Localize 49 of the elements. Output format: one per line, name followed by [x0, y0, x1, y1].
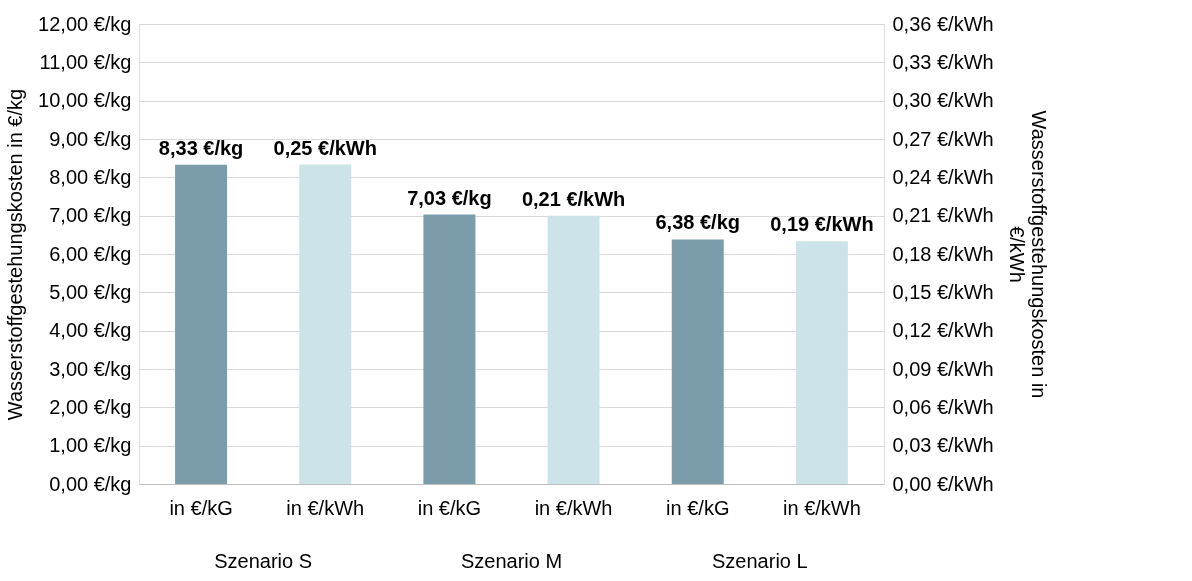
y-tick-label: 7,00 €/kg — [49, 204, 132, 227]
data-label: 0,19 €/kWh — [770, 213, 874, 236]
data-label: 0,21 €/kWh — [521, 187, 626, 210]
y2-tick-label: 0,06 €/kWh — [892, 395, 994, 418]
y-tick-label: 2,00 €/kg — [49, 395, 132, 418]
bar — [795, 241, 848, 484]
y-tick-label: 3,00 €/kg — [49, 357, 132, 380]
bar — [423, 214, 476, 484]
y-tick-label: 12,00 €/kg — [38, 12, 132, 35]
y-tick-label: 5,00 €/kg — [49, 280, 132, 303]
y2-tick-label: 0,36 €/kWh — [892, 12, 994, 35]
y-tick-label: 4,00 €/kg — [49, 319, 132, 342]
y-axis-title: Wasserstoffgestehungskosten in €/kg — [4, 88, 27, 421]
y-tick-label: 9,00 €/kg — [49, 127, 132, 150]
y-tick-label: 8,00 €/kg — [49, 165, 132, 188]
y2-axis-title: Wasserstoffgestehungskosten in €/kWh — [1005, 110, 1050, 399]
x-tick-label: in €/kWh — [534, 496, 613, 519]
text: Szenario L — [712, 550, 808, 572]
y2-tick-label: 0,27 €/kWh — [892, 127, 994, 150]
bar — [175, 164, 228, 484]
x-tick-label: in €/kWh — [783, 496, 861, 519]
y-tick-label: 0,00 €/kg — [49, 472, 132, 495]
x-tick-label: in €/kG — [417, 496, 482, 519]
y2-tick-label: 0,21 €/kWh — [892, 204, 994, 227]
text: Szenario M — [460, 550, 563, 572]
data-label: 7,03 €/kg — [407, 186, 492, 209]
y2-tick-label: 0,18 €/kWh — [892, 242, 994, 265]
data-label: 0,25 €/kWh — [273, 136, 377, 159]
x-tick-label: in €/kWh — [286, 496, 365, 519]
y-tick-label: 11,00 €/kg — [39, 50, 132, 73]
y2-tick-label: 0,24 €/kWh — [892, 165, 994, 188]
y2-tick-label: 0,33 €/kWh — [892, 50, 994, 73]
x-tick-label: in €/kG — [169, 496, 233, 519]
y2-tick-label: 0,09 €/kWh — [892, 357, 994, 380]
bar — [671, 239, 724, 484]
text: Szenario S — [214, 550, 313, 572]
y2-tick-label: 0,30 €/kWh — [892, 89, 994, 112]
y-tick-label: 10,00 €/kg — [38, 89, 132, 112]
data-label: 8,33 €/kg — [158, 136, 244, 159]
y2-tick-label: 0,00 €/kWh — [892, 472, 994, 495]
y-tick-label: 1,00 €/kg — [49, 434, 132, 457]
y2-tick-label: 0,12 €/kWh — [892, 319, 994, 342]
x-tick-label: in €/kG — [666, 496, 730, 519]
y2-tick-label: 0,03 €/kWh — [892, 434, 994, 457]
bar — [299, 164, 352, 484]
y2-tick-label: 0,15 €/kWh — [892, 280, 994, 303]
data-label: 6,38 €/kg — [655, 211, 741, 234]
y-tick-label: 6,00 €/kg — [49, 242, 132, 265]
bar — [547, 215, 600, 484]
